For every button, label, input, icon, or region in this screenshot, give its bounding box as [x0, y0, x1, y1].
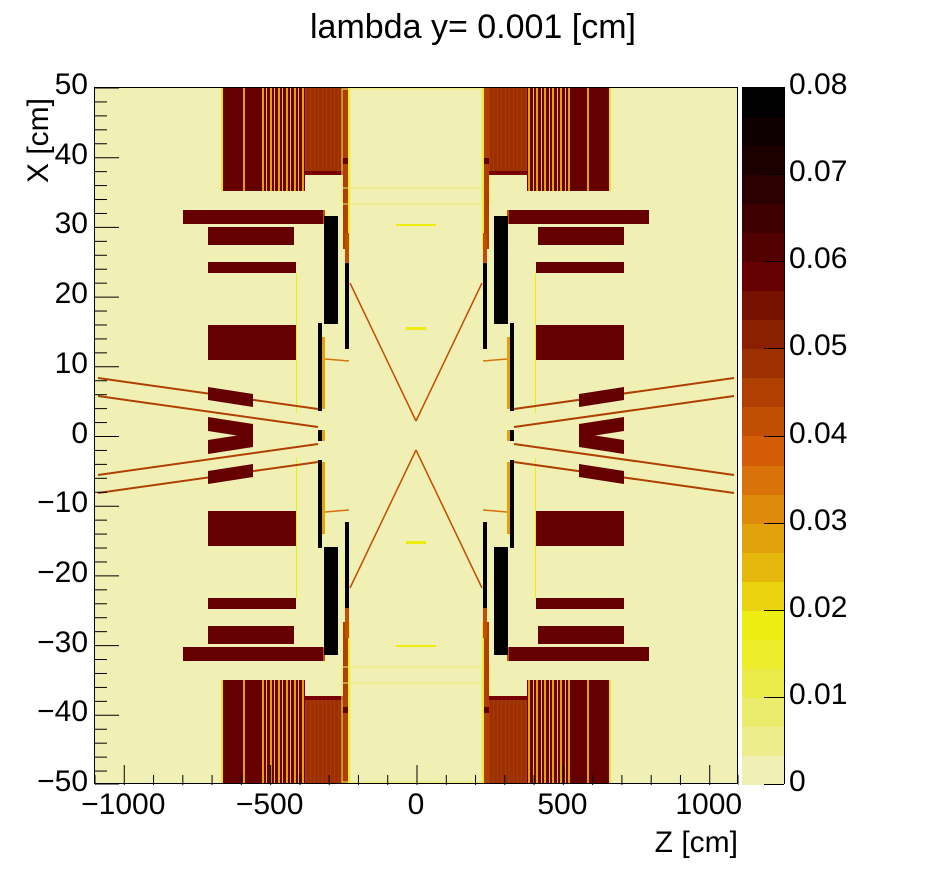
- colorbar-tick: [764, 261, 784, 263]
- x-tick-label: −500: [235, 788, 304, 821]
- y-tick-label: 10: [54, 346, 88, 380]
- colorbar-band: [742, 435, 784, 466]
- colorbar-band: [742, 261, 784, 292]
- y-tick-label: −20: [37, 555, 88, 589]
- colorbar-tick: [764, 174, 784, 176]
- colorbar-band: [742, 725, 784, 756]
- colorbar-band: [742, 667, 784, 698]
- colorbar-band: [742, 290, 784, 321]
- colorbar-tick: [764, 348, 784, 350]
- y-tick-label: 0: [71, 416, 88, 450]
- colorbar-band: [742, 696, 784, 727]
- colorbar-band: [742, 116, 784, 147]
- y-tick-label: 50: [54, 68, 88, 101]
- colorbar-band: [742, 377, 784, 408]
- colorbar-tick-label: 0.04: [789, 416, 848, 450]
- colorbar-tick-label: 0.07: [789, 155, 848, 189]
- colorbar-band: [742, 638, 784, 669]
- colorbar-band: [742, 580, 784, 611]
- heatmap-plot-area: [94, 87, 738, 784]
- colorbar-tick-label: 0: [789, 765, 806, 798]
- colorbar-band: [742, 522, 784, 553]
- colorbar-tick: [764, 435, 784, 437]
- colorbar-band: [742, 145, 784, 176]
- colorbar-tick-label: 0.08: [789, 68, 848, 101]
- colorbar-band: [742, 609, 784, 640]
- colorbar-band: [742, 493, 784, 524]
- colorbar-tick-label: 0.05: [789, 329, 848, 363]
- colorbar-tick: [764, 696, 784, 698]
- colorbar-band: [742, 87, 784, 117]
- y-tick-label: −40: [37, 695, 88, 729]
- colorbar-band: [742, 232, 784, 263]
- colorbar-tick-label: 0.02: [789, 590, 848, 624]
- colorbar-band: [742, 551, 784, 582]
- y-tick-label: −30: [37, 625, 88, 659]
- colorbar-tick: [764, 522, 784, 524]
- colorbar-band: [742, 203, 784, 234]
- colorbar-band: [742, 174, 784, 205]
- y-tick-label: 30: [54, 207, 88, 241]
- colorbar-axis: [784, 87, 785, 784]
- colorbar-band: [742, 348, 784, 379]
- colorbar-tick: [764, 609, 784, 611]
- y-tick-label: 40: [54, 137, 88, 171]
- colorbar-band: [742, 319, 784, 350]
- colorbar-band: [742, 464, 784, 495]
- x-tick-label: 0: [407, 788, 425, 821]
- chart-title: lambda y= 0.001 [cm]: [309, 8, 636, 46]
- heatmap-shapes: [97, 87, 735, 784]
- x-axis-label: Z [cm]: [654, 826, 738, 859]
- y-tick-label: −10: [37, 486, 88, 520]
- colorbar-tick: [764, 87, 784, 88]
- y-tick-label: −50: [37, 765, 88, 798]
- colorbar-band: [742, 406, 784, 437]
- colorbar-tick-label: 0.01: [789, 677, 848, 711]
- colorbar: [742, 87, 784, 785]
- colorbar-band: [742, 754, 784, 785]
- x-tick-label: 1000: [675, 788, 743, 821]
- y-tick-label: 20: [54, 277, 88, 311]
- colorbar-tick: [764, 784, 784, 785]
- x-tick-label: −1000: [81, 788, 166, 821]
- colorbar-tick-label: 0.06: [789, 242, 848, 276]
- colorbar-tick-label: 0.03: [789, 503, 848, 537]
- y-axis-label: X [cm]: [22, 97, 55, 183]
- x-tick-label: 500: [537, 788, 588, 821]
